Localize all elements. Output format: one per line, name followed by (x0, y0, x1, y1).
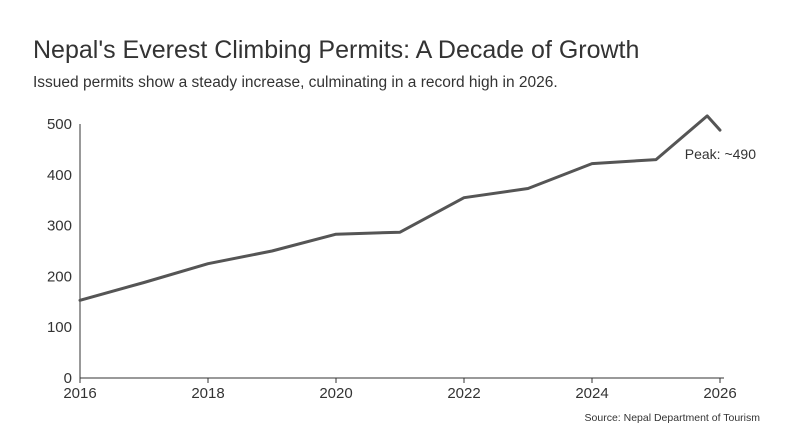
y-tick-label: 400 (47, 167, 72, 184)
series-line (78, 114, 722, 302)
chart-title: Nepal's Everest Climbing Permits: A Deca… (33, 36, 640, 64)
x-tick-label: 2018 (191, 385, 224, 402)
x-tick-label: 2026 (703, 385, 736, 402)
x-tick-label: 2024 (575, 385, 608, 402)
x-tick-label: 2022 (447, 385, 480, 402)
y-tick-label: 200 (47, 268, 72, 285)
peak-annotation: Peak: ~490 (685, 146, 756, 162)
y-tick-label: 0 (64, 370, 72, 387)
y-tick-label: 300 (47, 218, 72, 235)
x-tick-label: 2020 (319, 385, 352, 402)
source-note: Source: Nepal Department of Tourism (584, 412, 760, 424)
chart-subtitle: Issued permits show a steady increase, c… (33, 74, 558, 91)
x-tick-label: 2016 (63, 385, 96, 402)
y-tick-label: 500 (47, 116, 72, 133)
y-tick-label: 100 (47, 319, 72, 336)
